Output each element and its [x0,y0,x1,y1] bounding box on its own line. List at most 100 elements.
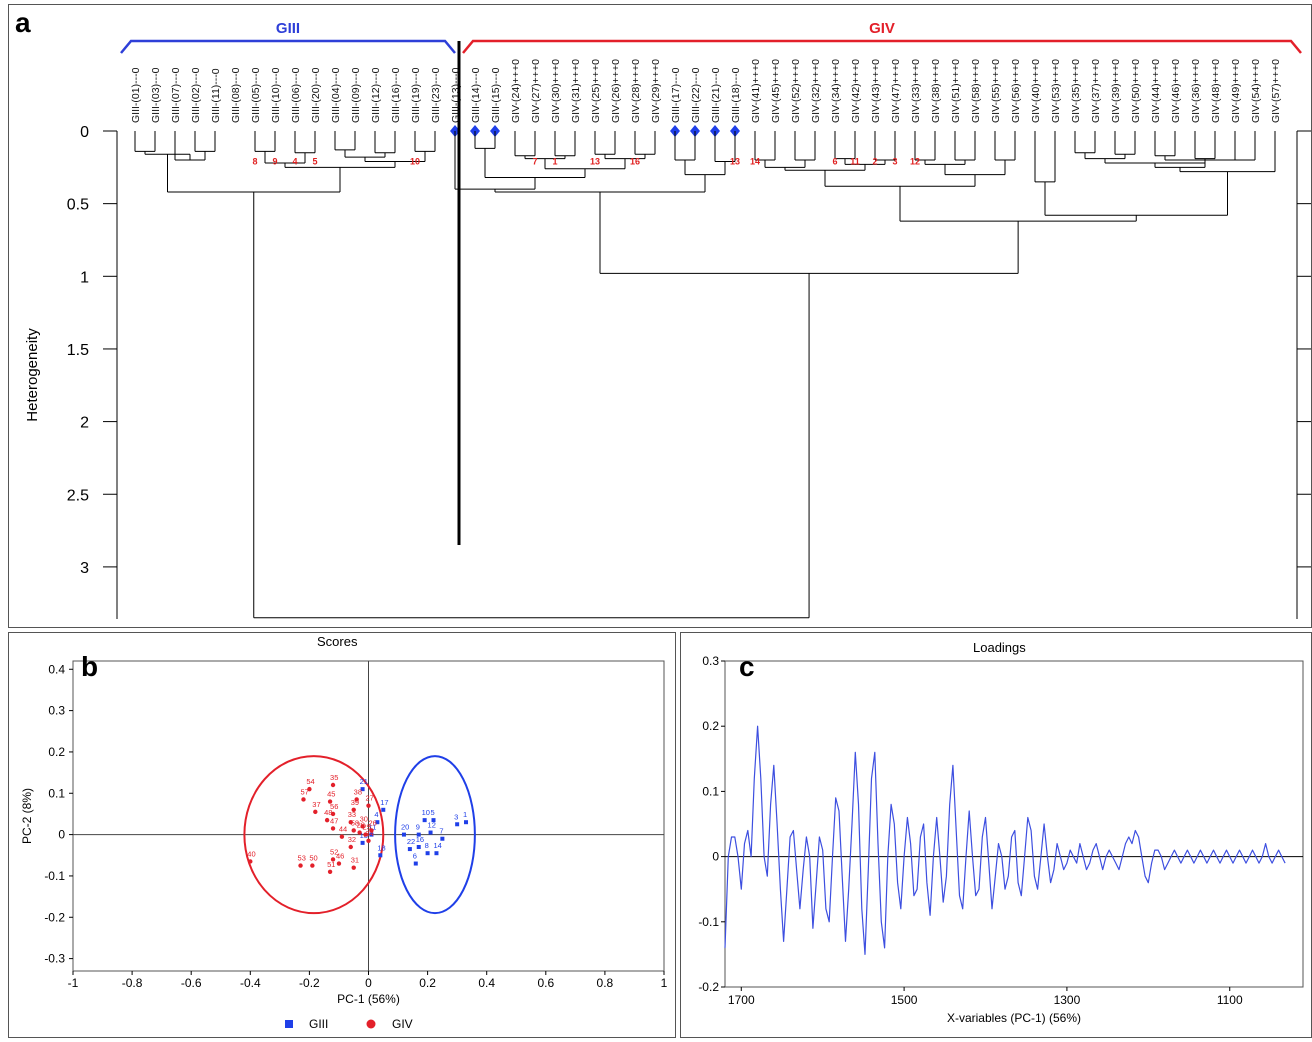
leaf-label: GIII-(04)---0 [330,67,342,123]
score-point-giii [375,820,380,825]
dendrogram-chart: 0 0.5 1 1.5 2 2.5 3 Heterogeneity GIII-(01)---0 G… [24,20,1311,619]
score-point-giv [327,799,333,804]
score-point-label: 51 [327,860,335,869]
cluster-number: 11 [850,156,860,166]
leaf-label: GIV-(40)+++0 [1030,59,1042,123]
score-point-giii [413,861,418,866]
score-point-label: 45 [327,790,335,799]
score-point-giv [307,786,312,792]
leaf-label: GIV-(36)+++0 [1190,59,1202,123]
leaf-label: GIV-(24)+++0 [510,59,522,123]
loadings-chart: 1700 1500 1300 1100 0.3 0.2 0.1 0 -0.1 -0.2 X-vari… [698,654,1304,1025]
score-point-giii [434,851,439,856]
x-axis-title: PC-1 (56%) [337,992,400,1006]
scores-title: Scores [317,634,358,649]
y-tick-label: -0.3 [44,952,65,966]
y-tick-label: 0.1 [702,784,719,798]
leaf-label: GIII-(14)---0 [470,67,482,123]
score-point-label: 39 [351,798,359,807]
score-point-giii [369,832,374,837]
leaf-label: GIV-(32)+++0 [810,59,822,123]
y-tick-label: 1.5 [67,342,89,359]
score-point-label: 20 [401,823,409,832]
score-point-label: 28 [357,821,365,830]
leaf-label: GIII-(12)---0 [370,67,382,123]
score-point-giv [298,863,303,868]
y-tick-label: 0.4 [48,662,65,676]
score-point-giii [360,787,365,792]
leaf-label: GIII-(06)---0 [290,67,302,123]
cluster-number: 7 [532,156,537,166]
leaf-label: GIV-(53)+++0 [1050,59,1062,123]
y-tick-label: 1 [80,269,89,286]
leaf-label: GIV-(38)+++0 [930,59,942,123]
leaf-label: GIV-(29)+++0 [650,59,662,123]
leaf-label: GIV-(47)+++0 [890,59,902,123]
y-tick-label: -0.2 [44,910,65,924]
y-tick-label: 0.2 [702,719,719,733]
score-point-label: 12 [428,821,436,830]
legend-label-giv: GIV [392,1017,413,1031]
score-point-giv [330,857,336,862]
y-tick-label: -0.2 [698,980,719,994]
group-label-giv: GIV [869,20,895,37]
y-tick-label: -0.1 [44,869,65,883]
scores-chart: -1 -0.8 -0.6 -0.4 -0.2 0 0.2 0.4 0.6 0.8 1 0.4 0.3 0.… [20,660,668,1031]
loadings-plot-frame [724,660,1304,988]
score-point-label: 34 [366,829,374,838]
score-point-label: 52 [330,847,338,856]
leaf-label: GIV-(43)+++0 [870,59,882,123]
y-tick-label: 0.1 [48,786,65,800]
confidence-ellipse-giii [394,755,476,915]
cluster-number: 4 [292,156,297,166]
x-tick-label: 1300 [1054,993,1081,1007]
score-point-label: 46 [336,852,344,861]
leaf-label: GIV-(28)+++0 [630,59,642,123]
score-point-label: 44 [339,825,347,834]
panel-label-a: a [15,7,31,38]
score-point-giv [310,863,315,868]
cluster-number: 16 [630,156,640,166]
leaf-label: GIV-(41)+++0 [750,59,762,123]
score-point-label: 33 [348,810,356,819]
score-point-giv [360,824,365,829]
score-point-giii [455,822,460,827]
score-point-label: 9 [416,823,420,832]
score-point-label: 25 [363,823,371,832]
dendrogram-panel: a 0 0.5 1 1.5 2 2.5 3 Heterogeneity GIII-(01)---… [8,4,1312,628]
cluster-number: 2 [872,156,877,166]
cluster-number: 10 [410,156,420,166]
x-tick-label: 1 [661,976,668,990]
y-tick-label: 2.5 [67,487,89,504]
leaf-label: GIV-(55)+++0 [990,59,1002,123]
loadings-panel: Loadings c 1700 1500 1300 1100 0.3 0.2 0.1 0 -0.… [680,632,1312,1038]
score-point-label: 7 [439,827,443,836]
x-tick-label: -0.4 [240,976,261,990]
score-point-label: 57 [300,787,308,796]
x-tick-label: 1700 [728,993,755,1007]
score-point-giv [336,861,342,866]
group-bracket-giii [120,39,456,54]
x-tick-label: 1500 [891,993,918,1007]
leaf-label: GIII-(09)---0 [350,67,362,123]
leaf-label: GIV-(54)+++0 [1250,59,1262,123]
leaf-label: GIV-(30)+++0 [550,59,562,123]
leaf-label: GIII-(16)---0 [390,67,402,123]
score-point-label: 37 [312,800,320,809]
y-tick-label: 3 [80,560,89,577]
leaf-label: GIII-(11)---0 [210,68,222,123]
score-point-giv [330,811,336,817]
score-point-giii [428,830,433,835]
y-tick-label: 0.5 [67,197,89,214]
score-point-label: 27 [366,794,374,803]
x-tick-label: -0.2 [299,976,320,990]
leaf-label: GIV-(31)+++0 [570,59,582,123]
score-point-label: 47 [330,816,338,825]
score-point-label: 35 [330,773,338,782]
leaf-label: GIV-(51)+++0 [950,59,962,123]
x-axis-title: X-variables (PC-1) (56%) [947,1011,1081,1025]
score-point-giv [369,828,374,833]
score-point-giv [351,865,356,870]
leaf-label: GIII-(20)---0 [310,67,322,123]
x-tick-label: 0 [365,976,372,990]
